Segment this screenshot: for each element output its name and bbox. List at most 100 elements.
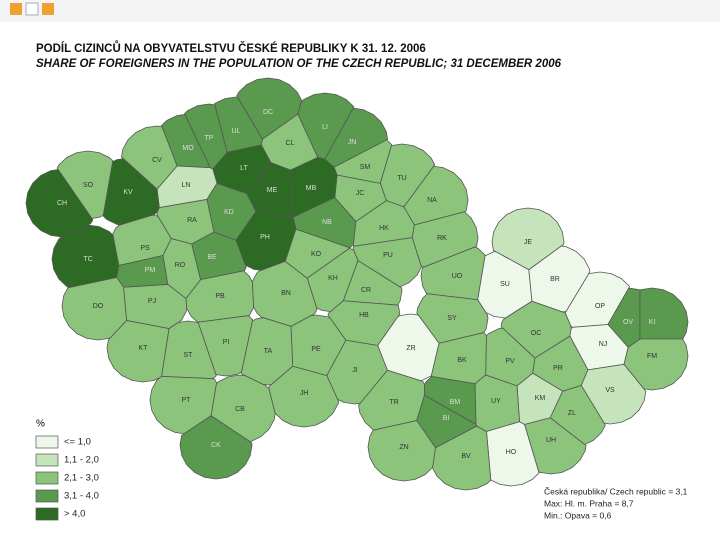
notes: Česká republika/ Czech republic = 3,1 Max… [544,486,688,520]
district [403,165,469,226]
district [56,150,114,219]
header-square [25,2,39,16]
district-code: ZR [406,345,415,352]
district-code: KH [328,275,338,282]
district-code: FM [647,353,657,360]
district-code: NJ [599,341,608,348]
district-code: PH [260,234,270,241]
district-code: NB [322,219,332,226]
district [524,417,587,475]
district-code: HK [379,225,389,232]
district-code: SO [83,182,94,189]
district-code: BM [450,399,461,406]
district-code: UY [491,398,501,405]
district-code: JH [300,390,309,397]
district-code: TR [389,399,398,406]
legend-label: <= 1,0 [64,437,91,448]
note: Česká republika/ Czech republic = 3,1 [544,486,688,496]
district-code: HB [359,312,369,319]
district [367,420,436,482]
district-code: PB [215,293,225,300]
district-code: BR [550,276,560,283]
district-code: PE [311,346,321,353]
district-code: PM [145,267,156,274]
district-code: BV [461,453,471,460]
district-code: KD [224,209,234,216]
district-code: ME [267,187,278,194]
legend-swatch [35,489,59,503]
district-code: BI [443,415,450,422]
header-bar [0,0,720,22]
district [102,158,160,226]
district-code: JN [348,139,357,146]
header-square [42,3,54,15]
district [268,365,339,428]
legend-label: 1,1 - 2,0 [64,455,99,466]
district [61,277,127,341]
district [639,287,689,340]
district-code: RK [437,235,447,242]
district [214,96,263,153]
district-code: DO [93,303,104,310]
district-code: CH [57,200,67,207]
district-code: BK [457,357,467,364]
district-code: HO [506,449,517,456]
district-code: PU [383,252,393,259]
district [149,375,218,435]
district [432,425,492,491]
district-code: TU [397,175,406,182]
district-code: JC [356,190,365,197]
district-code: MB [306,185,317,192]
legend-swatch [35,453,59,467]
district-code: LN [182,182,191,189]
legend-title: % [36,419,45,430]
legend-label: 2,1 - 3,0 [64,473,99,484]
district-code: RA [187,217,197,224]
legend-swatch [35,435,59,449]
map-title: PODÍL CIZINCŮ NA OBYVATELSTVU ČESKÉ REPU… [36,41,426,55]
district [51,224,120,289]
district-code: UO [452,273,463,280]
district [210,374,276,442]
district-code: CR [361,287,371,294]
legend-label: 3,1 - 4,0 [64,491,99,502]
district-code: PV [505,358,515,365]
district-code: KI [649,319,656,326]
header-decoration [0,0,720,22]
district-code: UH [546,437,556,444]
district-code: CB [235,406,245,413]
district [486,421,540,487]
district-code: ZL [568,410,576,417]
district-code: PS [140,245,150,252]
district [416,293,489,344]
header-square [10,3,22,15]
districts: DC CL LI JN SM TU NA JC MB ME LT UL TP MO CV LN SO KV CH KD… [25,77,689,491]
district-code: LT [240,165,248,172]
district-code: RO [175,262,186,269]
district-code: BE [207,254,217,261]
district-code: OV [623,319,633,326]
district-code: PJ [148,298,156,305]
district-code: KO [311,251,322,258]
legend: % <= 1,0 1,1 - 2,0 2,1 - 3,0 3,1 - 4,0 > 4,0 [35,419,99,521]
legend-swatch [35,471,59,485]
district-code: MO [182,145,194,152]
district-code: ST [184,352,194,359]
district-code: UL [232,128,241,135]
district-code: VS [605,387,615,394]
district [179,415,253,480]
district-code: CL [286,140,295,147]
district-code: SY [447,315,457,322]
legend-label: > 4,0 [64,509,85,520]
district [191,231,247,281]
district-code: KV [123,189,133,196]
district-code: OP [595,303,605,310]
district-code: BN [281,290,291,297]
map-subtitle: SHARE OF FOREIGNERS IN THE POPULATION OF… [36,58,562,70]
district-code: KM [535,395,546,402]
district-code: SU [500,281,510,288]
legend-swatch [35,507,59,521]
district-code: LI [322,124,328,131]
